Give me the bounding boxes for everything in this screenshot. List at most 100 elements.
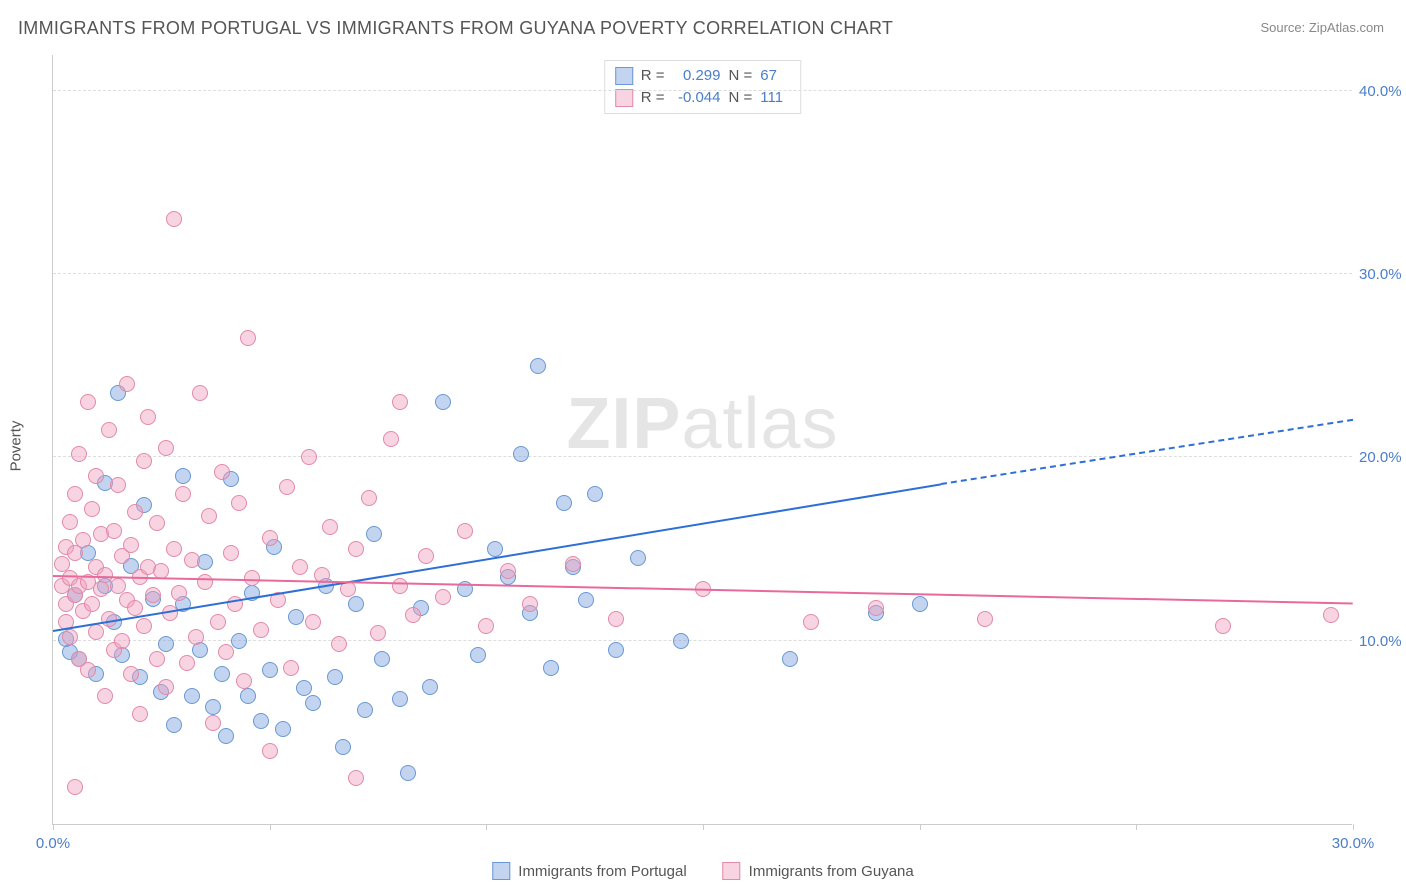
scatter-point	[166, 717, 182, 733]
scatter-point	[1215, 618, 1231, 634]
scatter-point	[158, 440, 174, 456]
stat-n-label: N =	[729, 65, 753, 87]
legend-swatch	[723, 862, 741, 880]
scatter-point	[101, 422, 117, 438]
scatter-point	[422, 679, 438, 695]
scatter-point	[543, 660, 559, 676]
scatter-point	[197, 574, 213, 590]
legend-label: Immigrants from Portugal	[518, 863, 686, 880]
scatter-point	[201, 508, 217, 524]
scatter-point	[608, 642, 624, 658]
scatter-point	[240, 330, 256, 346]
scatter-point	[88, 468, 104, 484]
scatter-point	[236, 673, 252, 689]
scatter-point	[210, 614, 226, 630]
scatter-point	[123, 666, 139, 682]
scatter-point	[587, 486, 603, 502]
scatter-point	[912, 596, 928, 612]
watermark-strong: ZIP	[566, 384, 681, 464]
y-tick-label: 20.0%	[1359, 449, 1406, 466]
scatter-point	[392, 578, 408, 594]
scatter-point	[327, 669, 343, 685]
scatter-point	[305, 695, 321, 711]
stat-r-value: 0.299	[673, 65, 721, 87]
scatter-point	[127, 504, 143, 520]
stat-n-value: 67	[760, 65, 790, 87]
scatter-point	[262, 743, 278, 759]
legend-swatch	[615, 89, 633, 107]
scatter-point	[127, 600, 143, 616]
scatter-point	[93, 581, 109, 597]
scatter-point	[166, 211, 182, 227]
scatter-point	[123, 537, 139, 553]
scatter-point	[361, 490, 377, 506]
scatter-point	[630, 550, 646, 566]
x-tick-mark	[703, 824, 704, 830]
scatter-point	[262, 662, 278, 678]
scatter-point	[184, 688, 200, 704]
bottom-legend-item: Immigrants from Guyana	[723, 862, 914, 880]
scatter-point	[977, 611, 993, 627]
scatter-point	[84, 596, 100, 612]
y-axis-label: Poverty	[8, 421, 25, 472]
scatter-point	[470, 647, 486, 663]
scatter-point	[556, 495, 572, 511]
scatter-point	[868, 600, 884, 616]
legend-swatch	[615, 67, 633, 85]
scatter-point	[435, 394, 451, 410]
scatter-point	[223, 545, 239, 561]
scatter-point	[374, 651, 390, 667]
scatter-point	[149, 651, 165, 667]
x-tick-mark	[270, 824, 271, 830]
scatter-point	[114, 633, 130, 649]
scatter-point	[84, 501, 100, 517]
scatter-point	[357, 702, 373, 718]
gridline	[53, 273, 1352, 274]
y-tick-label: 10.0%	[1359, 633, 1406, 650]
stat-r-label: R =	[641, 65, 665, 87]
watermark: ZIPatlas	[566, 383, 838, 465]
scatter-point	[305, 614, 321, 630]
legend-stats-row: R = 0.299 N = 67	[615, 65, 791, 87]
scatter-point	[175, 486, 191, 502]
scatter-point	[205, 699, 221, 715]
scatter-point	[1323, 607, 1339, 623]
gridline	[53, 456, 1352, 457]
scatter-point	[418, 548, 434, 564]
scatter-point	[322, 519, 338, 535]
trend-line	[941, 419, 1353, 485]
scatter-point	[392, 394, 408, 410]
scatter-point	[348, 596, 364, 612]
scatter-point	[184, 552, 200, 568]
scatter-point	[132, 706, 148, 722]
scatter-point	[88, 624, 104, 640]
scatter-point	[110, 477, 126, 493]
scatter-point	[487, 541, 503, 557]
scatter-point	[370, 625, 386, 641]
scatter-point	[80, 394, 96, 410]
y-tick-label: 40.0%	[1359, 83, 1406, 100]
legend-label: Immigrants from Guyana	[749, 863, 914, 880]
scatter-point	[296, 680, 312, 696]
scatter-point	[301, 449, 317, 465]
legend-stats-box: R =0.299N =67R =-0.044N =111	[604, 60, 802, 114]
scatter-point	[136, 453, 152, 469]
scatter-point	[205, 715, 221, 731]
scatter-point	[288, 609, 304, 625]
scatter-point	[435, 589, 451, 605]
scatter-point	[478, 618, 494, 634]
x-tick-mark	[920, 824, 921, 830]
scatter-point	[158, 679, 174, 695]
scatter-point	[530, 358, 546, 374]
legend-swatch	[492, 862, 510, 880]
scatter-point	[67, 486, 83, 502]
scatter-point	[80, 662, 96, 678]
scatter-point	[54, 556, 70, 572]
scatter-point	[192, 385, 208, 401]
x-tick-mark	[1353, 824, 1354, 830]
scatter-point	[331, 636, 347, 652]
scatter-point	[803, 614, 819, 630]
scatter-point	[392, 691, 408, 707]
scatter-point	[366, 526, 382, 542]
scatter-point	[149, 515, 165, 531]
